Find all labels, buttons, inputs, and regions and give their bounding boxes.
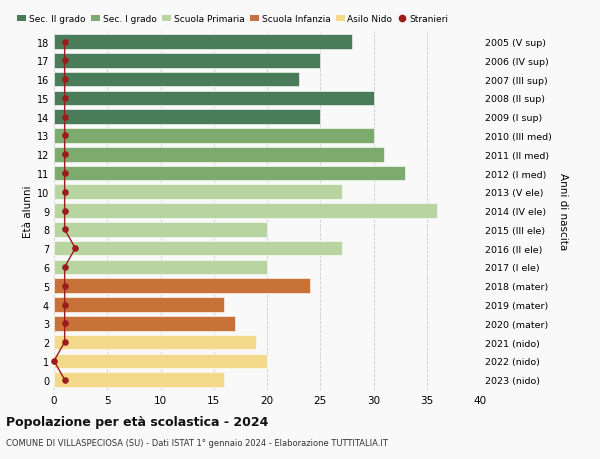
- Bar: [54, 279, 310, 293]
- Bar: [54, 316, 235, 331]
- Point: [60, 189, 70, 196]
- Point: [60, 76, 70, 84]
- Point: [60, 376, 70, 384]
- Bar: [54, 110, 320, 125]
- Bar: [54, 260, 267, 274]
- Point: [49, 358, 59, 365]
- Point: [60, 226, 70, 234]
- Point: [60, 301, 70, 308]
- Text: COMUNE DI VILLASPECIOSA (SU) - Dati ISTAT 1° gennaio 2024 - Elaborazione TUTTITA: COMUNE DI VILLASPECIOSA (SU) - Dati ISTA…: [6, 438, 388, 448]
- Point: [60, 133, 70, 140]
- Bar: [54, 73, 299, 87]
- Bar: [54, 54, 320, 68]
- Bar: [54, 297, 224, 312]
- Bar: [54, 185, 341, 200]
- Bar: [54, 354, 267, 369]
- Bar: [54, 129, 373, 144]
- Point: [60, 207, 70, 215]
- Legend: Sec. II grado, Sec. I grado, Scuola Primaria, Scuola Infanzia, Asilo Nido, Stran: Sec. II grado, Sec. I grado, Scuola Prim…: [17, 15, 449, 24]
- Y-axis label: Anni di nascita: Anni di nascita: [559, 173, 568, 250]
- Bar: [54, 204, 437, 218]
- Bar: [54, 91, 373, 106]
- Point: [60, 320, 70, 327]
- Point: [60, 170, 70, 177]
- Point: [60, 264, 70, 271]
- Point: [60, 151, 70, 158]
- Point: [60, 114, 70, 121]
- Bar: [54, 373, 224, 387]
- Y-axis label: Età alunni: Età alunni: [23, 185, 32, 237]
- Point: [60, 95, 70, 102]
- Text: Popolazione per età scolastica - 2024: Popolazione per età scolastica - 2024: [6, 415, 268, 428]
- Bar: [54, 166, 406, 181]
- Point: [71, 245, 80, 252]
- Bar: [54, 223, 267, 237]
- Bar: [54, 335, 256, 350]
- Point: [60, 57, 70, 65]
- Point: [60, 39, 70, 46]
- Bar: [54, 241, 341, 256]
- Point: [60, 339, 70, 346]
- Bar: [54, 148, 384, 162]
- Point: [60, 282, 70, 290]
- Bar: [54, 35, 352, 50]
